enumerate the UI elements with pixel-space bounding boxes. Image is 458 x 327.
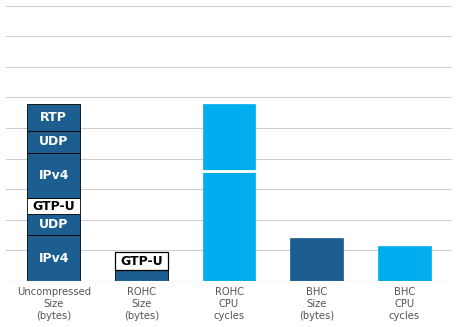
Text: UDP: UDP bbox=[39, 135, 68, 148]
Bar bbox=[27, 152, 80, 198]
Text: IPv4: IPv4 bbox=[38, 169, 69, 182]
Bar bbox=[27, 235, 80, 281]
Bar bbox=[27, 198, 80, 214]
Bar bbox=[115, 270, 168, 281]
Bar bbox=[378, 246, 431, 281]
Bar bbox=[27, 104, 80, 131]
Bar bbox=[27, 214, 80, 235]
Text: IPv4: IPv4 bbox=[38, 252, 69, 265]
Text: RTP: RTP bbox=[40, 111, 67, 124]
Bar bbox=[290, 238, 343, 281]
Bar bbox=[115, 252, 168, 270]
Text: GTP-U: GTP-U bbox=[33, 199, 75, 213]
Bar bbox=[27, 131, 80, 152]
Bar bbox=[203, 104, 255, 281]
Text: GTP-U: GTP-U bbox=[120, 255, 163, 268]
Text: UDP: UDP bbox=[39, 218, 68, 231]
